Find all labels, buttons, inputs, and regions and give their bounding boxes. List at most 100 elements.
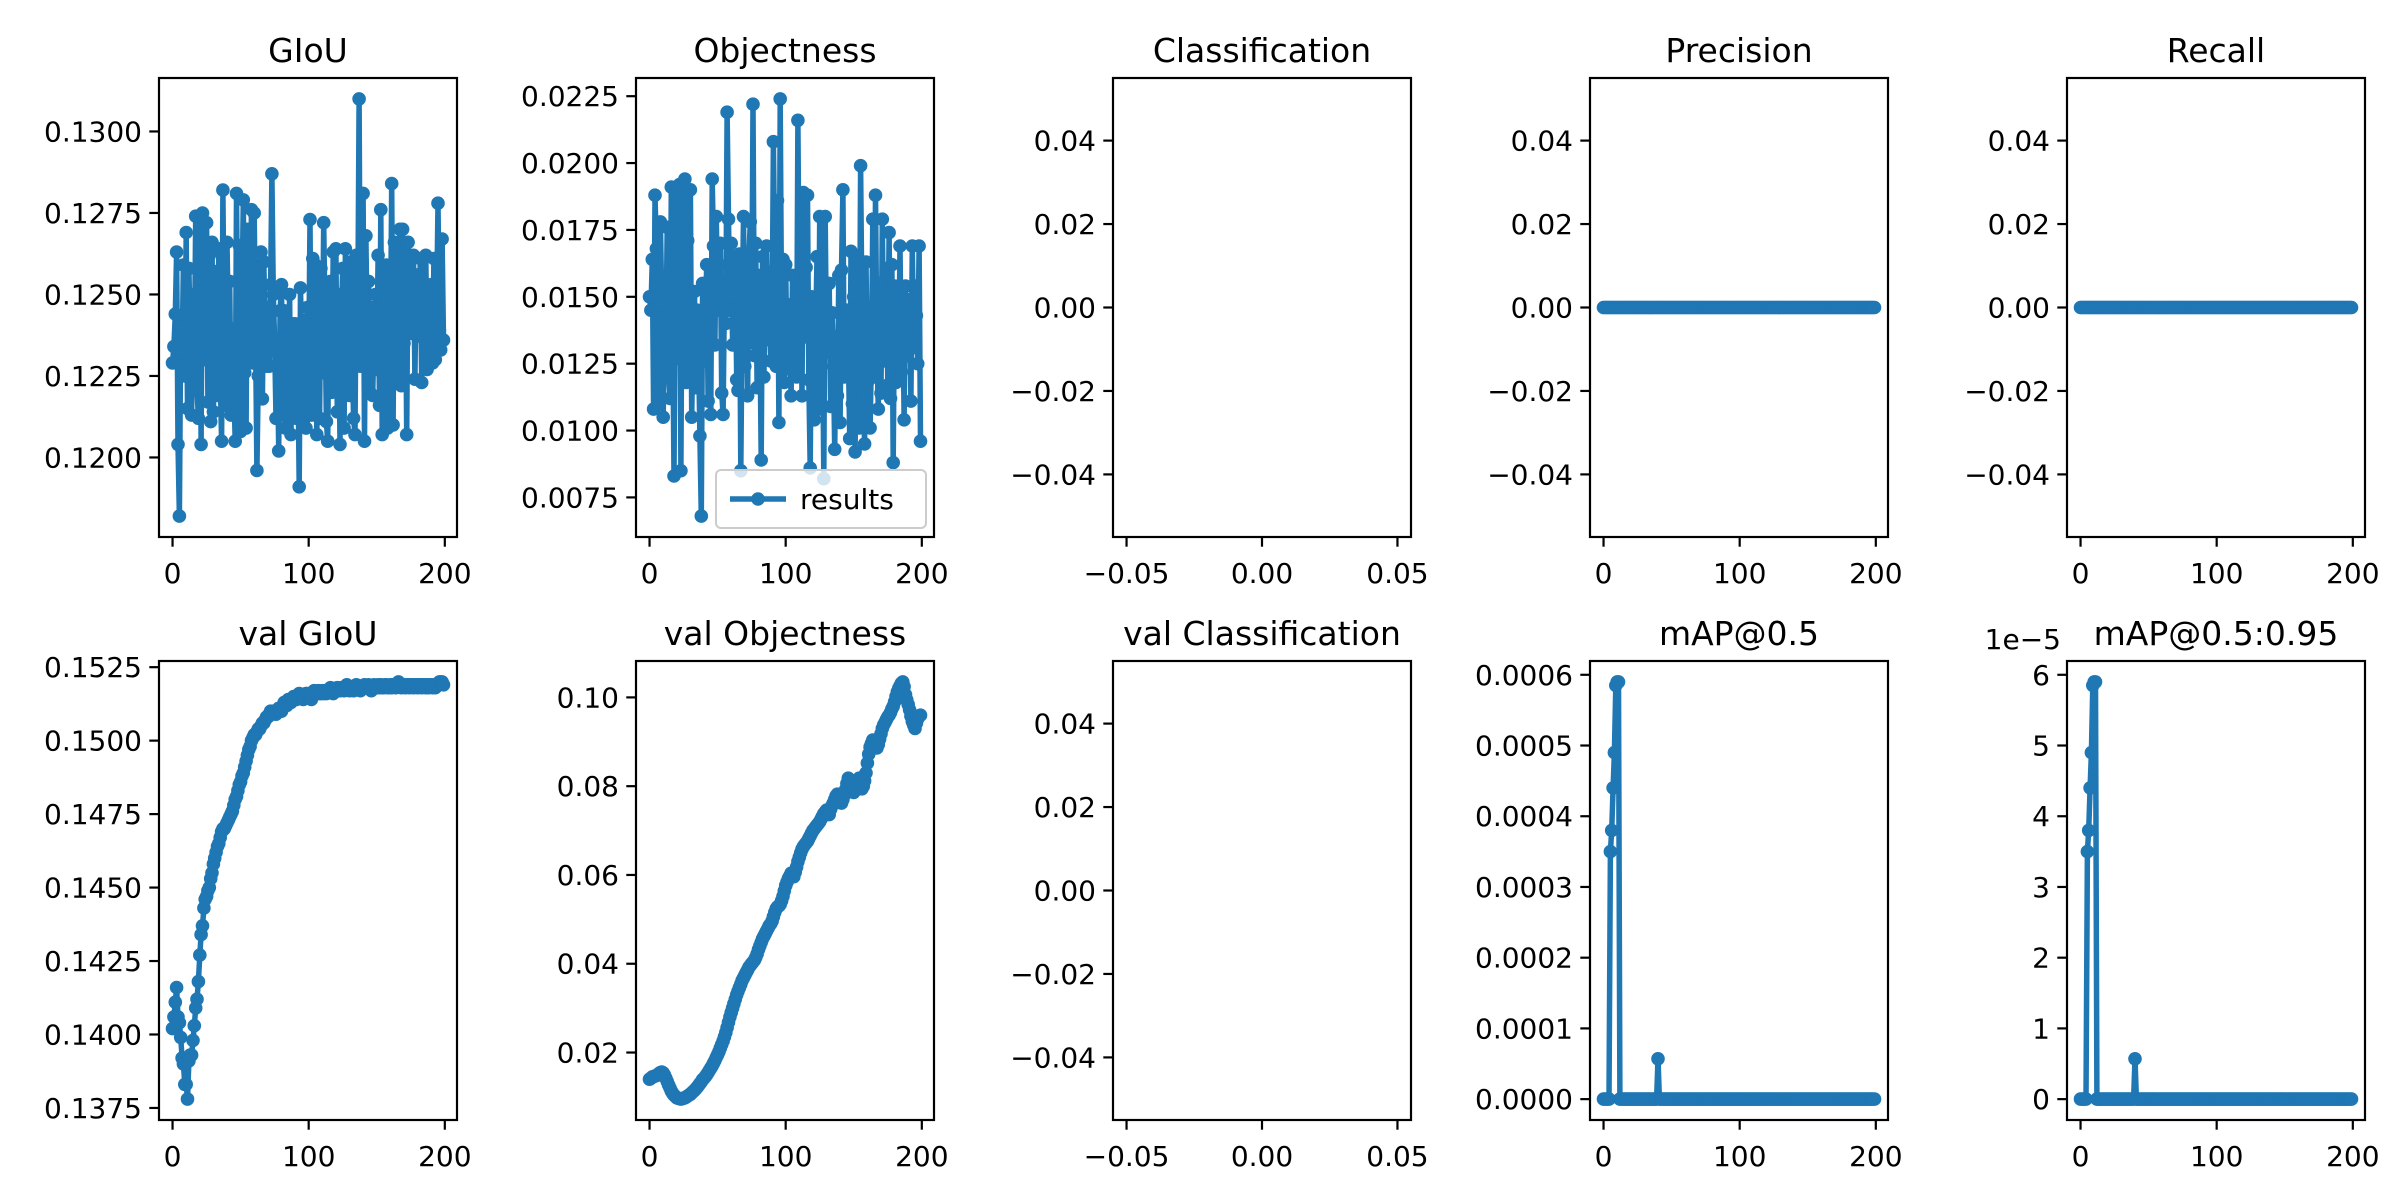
data-point <box>301 359 316 374</box>
data-point <box>721 212 736 226</box>
data-point <box>2128 1052 2142 1066</box>
data-point <box>894 364 909 379</box>
data-point <box>656 410 670 425</box>
data-point <box>830 389 845 403</box>
data-point <box>705 172 719 186</box>
data-point <box>325 385 339 400</box>
data-point <box>199 215 214 230</box>
y-tick-label: 0.0125 <box>521 348 619 381</box>
data-point <box>169 245 184 259</box>
data-point <box>799 260 813 275</box>
data-point <box>265 167 279 181</box>
data-point <box>173 320 188 334</box>
data-point <box>769 359 783 374</box>
data-point <box>814 359 828 374</box>
data-point <box>431 196 445 210</box>
data-point <box>913 708 928 722</box>
data-point <box>274 277 289 292</box>
data-point <box>2088 675 2103 689</box>
data-point <box>300 300 315 315</box>
data-point <box>429 304 444 318</box>
data-point <box>1604 823 1619 838</box>
data-point <box>811 402 826 416</box>
data-point <box>642 290 657 304</box>
y-tick-label: 6 <box>2032 659 2050 692</box>
data-point <box>704 407 718 422</box>
data-series <box>642 92 928 523</box>
x-tick-label: 200 <box>895 557 948 590</box>
data-point <box>753 314 767 328</box>
x-tick-label: 0 <box>641 557 659 590</box>
data-point <box>866 212 880 226</box>
data-point <box>808 324 823 339</box>
y-tick-label: −0.02 <box>1010 958 1096 991</box>
x-tick-label: 0 <box>641 1140 659 1173</box>
data-point <box>727 290 741 304</box>
data-point <box>762 287 777 301</box>
data-point <box>357 434 372 449</box>
data-point <box>652 397 666 411</box>
data-point <box>165 356 180 370</box>
data-point <box>910 356 925 371</box>
y-tick-label: 0.1300 <box>44 115 142 148</box>
data-point <box>774 316 789 331</box>
data-point <box>787 346 801 360</box>
y-tick-label: 0.02 <box>1511 208 1573 241</box>
data-point <box>840 303 854 318</box>
data-point <box>207 326 222 341</box>
data-point <box>390 281 405 295</box>
data-point <box>186 287 200 302</box>
data-point <box>744 335 759 350</box>
data-point <box>195 919 210 933</box>
data-point <box>750 380 764 395</box>
data-point <box>307 382 321 396</box>
x-tick-label: 100 <box>2190 1140 2243 1173</box>
y-tick-label: 0.0075 <box>521 481 619 514</box>
data-point <box>1603 844 1618 859</box>
x-tick-label: 200 <box>418 557 471 590</box>
data-point <box>709 209 724 224</box>
legend-label: results <box>800 483 894 516</box>
data-point <box>792 316 807 331</box>
data-point <box>262 359 277 374</box>
y-tick-label: −0.04 <box>1010 458 1096 491</box>
data-point <box>2080 844 2095 859</box>
data-point <box>735 316 749 331</box>
y-tick-label: 0 <box>2032 1083 2050 1116</box>
data-point <box>331 287 346 302</box>
y-tick-label: 0.0005 <box>1475 730 1573 763</box>
data-point <box>374 202 388 217</box>
x-tick-label: 100 <box>282 557 335 590</box>
data-point <box>668 249 683 264</box>
data-point <box>320 434 335 449</box>
y-tick-label: 0.04 <box>1034 125 1096 158</box>
data-point <box>823 399 838 414</box>
data-point <box>863 421 877 435</box>
data-point <box>710 303 725 318</box>
subplot-map-0-5-0-95: mAP@0.5:0.95 0 100 200 0 1 2 3 4 5 61e−5 <box>1985 614 2380 1173</box>
data-point <box>676 308 691 323</box>
data-point <box>875 212 890 226</box>
x-tick-label: 0 <box>164 1140 182 1173</box>
data-point <box>2344 1092 2359 1106</box>
y-tick-label: −0.04 <box>1010 1041 1096 1074</box>
x-tick-label: 100 <box>1713 557 1766 590</box>
data-point <box>246 356 260 370</box>
data-point <box>793 279 808 293</box>
data-point <box>739 284 753 299</box>
data-point <box>255 392 270 406</box>
subplot-objectness: Objectness 0 100 200 0.0075 0.0100 0.0125 0.015… <box>521 31 949 590</box>
data-point <box>395 222 410 237</box>
data-point <box>761 332 775 347</box>
y-tick-label: 0.04 <box>1511 125 1573 158</box>
data-point <box>723 303 737 318</box>
data-point <box>346 411 361 426</box>
x-tick-label: 0 <box>1595 557 1613 590</box>
data-point <box>708 338 722 352</box>
y-tick-label: 0.00 <box>1511 292 1573 325</box>
data-point <box>766 134 781 149</box>
y-tick-label: −0.02 <box>1964 375 2050 408</box>
data-point <box>387 235 402 250</box>
data-point <box>659 338 673 352</box>
data-point <box>1867 300 1882 315</box>
